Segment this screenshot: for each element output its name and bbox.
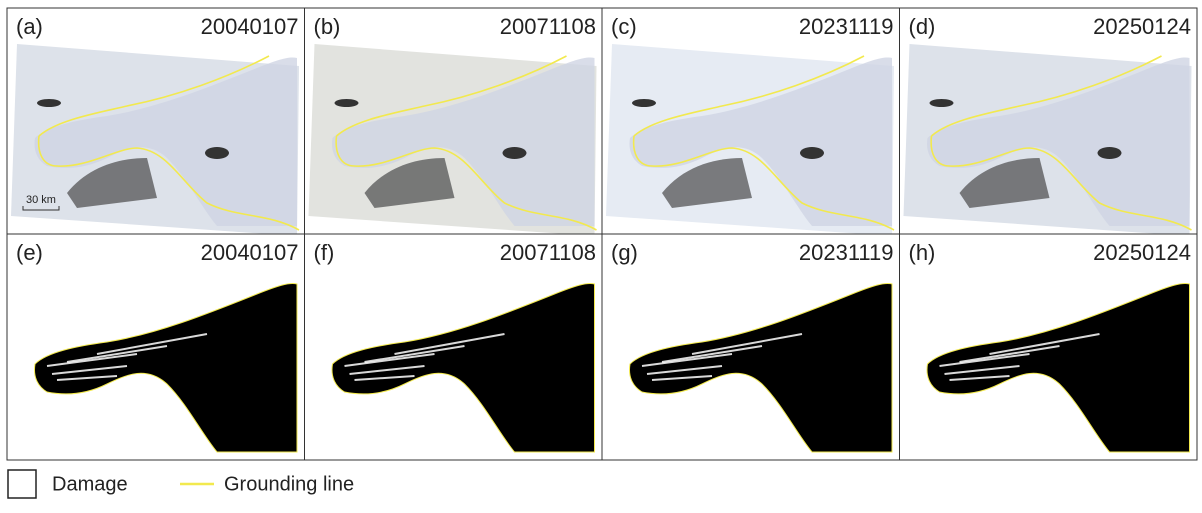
damage-mask — [332, 283, 595, 452]
damage-mask — [630, 283, 893, 452]
panel: (d) 20250124 — [900, 8, 1198, 236]
panel: (h) 20250124 — [900, 234, 1198, 460]
panel-label: (a) — [16, 14, 43, 39]
panel: (c) 20231119 — [602, 8, 900, 236]
panel-date: 20071108 — [500, 14, 596, 39]
panel-image — [927, 283, 1190, 452]
panel-label: (e) — [16, 240, 43, 265]
panel-date: 20040107 — [201, 14, 299, 39]
legend-label: Grounding line — [224, 473, 354, 495]
panel-image — [11, 44, 299, 236]
panel-image — [630, 283, 893, 452]
nunatak — [503, 147, 527, 159]
panel-label: (g) — [611, 240, 638, 265]
figure: (a)2004010730 km(b)20071108(c)20231119(d… — [0, 0, 1202, 513]
panel: (g) 20231119 — [602, 234, 900, 460]
panel-date: 20040107 — [201, 240, 299, 265]
legend-label: Damage — [52, 473, 128, 495]
legend: Damage Grounding line — [8, 470, 354, 498]
panel-date: 20231119 — [799, 14, 894, 39]
panel-image — [904, 44, 1192, 236]
panel-image — [606, 44, 894, 236]
nunatak — [930, 99, 954, 107]
nunatak — [632, 99, 656, 107]
nunatak — [37, 99, 61, 107]
panel-label: (c) — [611, 14, 637, 39]
panel: (e) 20040107 — [7, 234, 305, 460]
nunatak — [205, 147, 229, 159]
panel-image — [35, 283, 298, 452]
panel-image — [309, 44, 597, 236]
panel: (a) 20040107 30 km — [7, 8, 305, 236]
panel: (f) 20071108 — [305, 234, 603, 460]
scale-bar-label: 30 km — [26, 194, 56, 206]
panel-date: 20071108 — [500, 240, 596, 265]
panel-date: 20250124 — [1093, 240, 1191, 265]
panel-date: 20250124 — [1093, 14, 1191, 39]
panel-date: 20231119 — [799, 240, 894, 265]
damage-swatch — [8, 470, 36, 498]
panel-label: (f) — [314, 240, 335, 265]
damage-mask — [927, 283, 1190, 452]
panel-label: (h) — [909, 240, 936, 265]
panel-label: (d) — [909, 14, 936, 39]
nunatak — [335, 99, 359, 107]
damage-mask — [35, 283, 298, 452]
panel: (b) 20071108 — [305, 8, 603, 236]
nunatak — [800, 147, 824, 159]
panel-label: (b) — [314, 14, 341, 39]
panel-image — [332, 283, 595, 452]
nunatak — [1098, 147, 1122, 159]
